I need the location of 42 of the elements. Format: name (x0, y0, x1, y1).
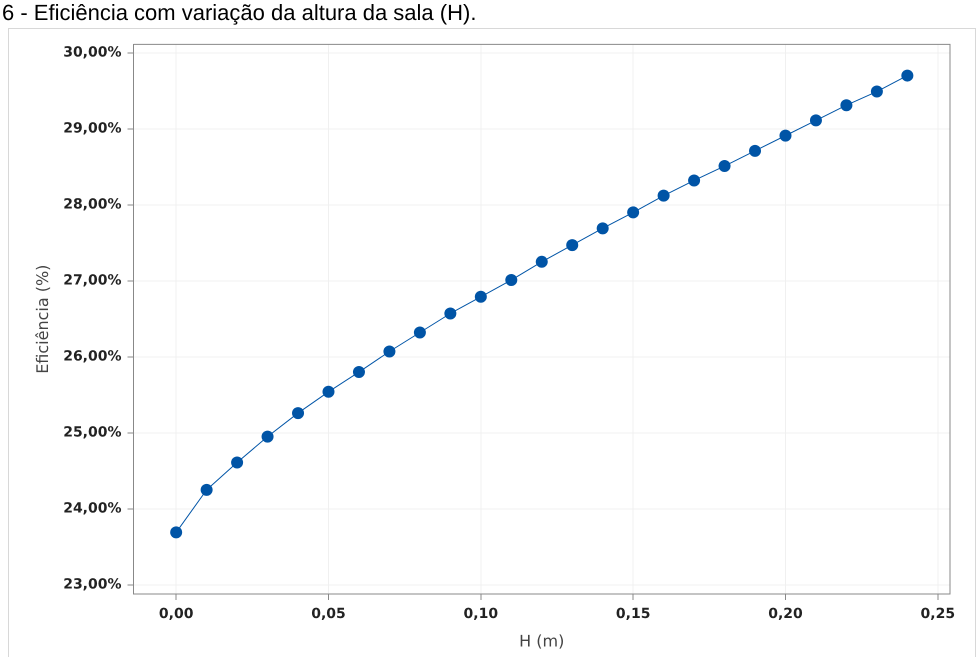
y-tick-label: 29,00% (63, 120, 122, 136)
point (901, 70, 914, 82)
point (840, 99, 852, 112)
y-axis-title: Eficiência (%) (32, 264, 52, 374)
point (383, 346, 396, 358)
chart-title: 6 - Eficiência com variação da altura da sala (H). (2, 0, 476, 26)
point (262, 430, 274, 443)
x-tick-label: 0,15 (616, 606, 650, 622)
y-tick-label: 23,00% (63, 576, 122, 593)
y-tick-label: 27,00% (63, 272, 122, 288)
point (444, 308, 456, 320)
point (870, 86, 883, 98)
point (536, 256, 548, 268)
point (170, 526, 182, 538)
x-axis-title: H (m) (519, 632, 564, 651)
x-tick-label: 0,10 (464, 606, 498, 622)
y-tick-label: 28,00% (63, 196, 122, 212)
point (292, 407, 304, 420)
point (231, 456, 244, 468)
point (322, 386, 334, 398)
point (474, 290, 487, 303)
x-tick-label: 0,25 (920, 606, 956, 622)
point (718, 160, 731, 172)
point (810, 114, 822, 126)
y-tick-label: 26,00% (63, 348, 122, 364)
x-tick-label: 0,20 (768, 606, 804, 622)
point (414, 326, 426, 339)
y-tick-label: 24,00% (63, 500, 122, 516)
point (200, 484, 213, 496)
point (505, 274, 518, 286)
point (749, 144, 762, 157)
y-tick-label: 25,00% (63, 424, 122, 440)
point (779, 130, 792, 142)
point (566, 239, 578, 252)
x-tick-label: 0,00 (158, 606, 194, 622)
point (596, 222, 609, 234)
point (627, 206, 640, 218)
point (688, 174, 700, 186)
y-tick-label: 30,00% (63, 44, 122, 60)
point (352, 366, 365, 378)
point (658, 190, 670, 202)
x-tick-label: 0,05 (311, 606, 346, 622)
